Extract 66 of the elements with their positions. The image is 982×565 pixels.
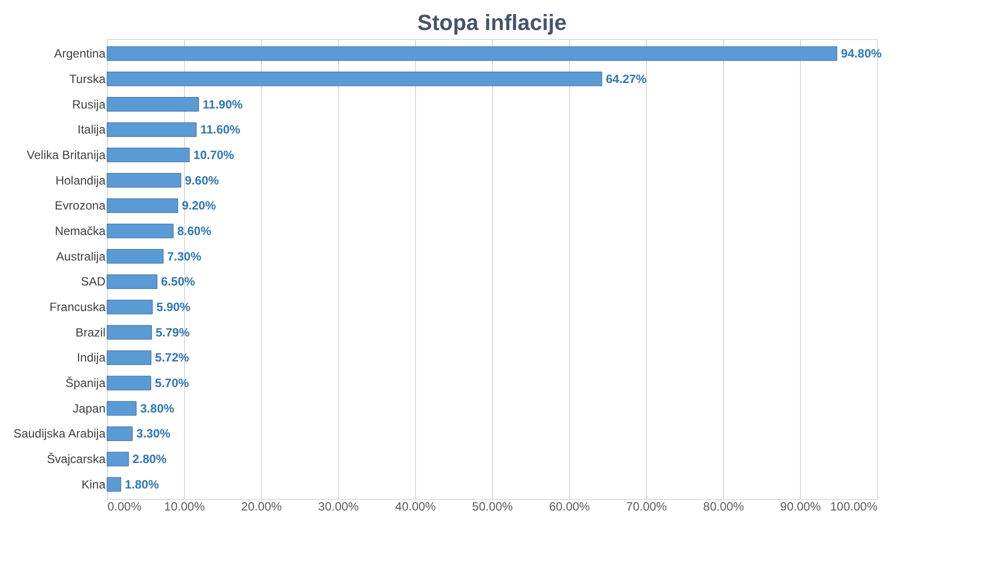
- y-tick-label: Švajcarska: [46, 452, 106, 466]
- bar: [106, 46, 838, 61]
- y-tick-label: Holandija: [55, 173, 106, 188]
- data-label: 5.72%: [155, 350, 190, 365]
- data-label: 5.90%: [156, 300, 191, 314]
- data-label: 3.30%: [136, 426, 171, 441]
- data-label: 3.80%: [140, 401, 175, 416]
- x-tick-label: 60.00%: [549, 500, 590, 514]
- data-label: 8.60%: [177, 224, 212, 238]
- x-tick-label: 0.00%: [108, 500, 142, 514]
- y-tick-label: Argentina: [54, 46, 106, 61]
- bar: [106, 325, 152, 340]
- x-tick-label: 50.00%: [472, 500, 514, 514]
- y-tick-label: Rusija: [72, 97, 106, 112]
- data-label: 1.80%: [124, 477, 160, 492]
- data-label: 5.70%: [154, 376, 190, 390]
- bar: [106, 376, 152, 390]
- bar: [106, 274, 158, 289]
- y-tick-label: Španija: [65, 376, 106, 390]
- y-tick-label: Italija: [77, 122, 106, 137]
- y-tick-label: Indija: [76, 350, 106, 365]
- x-tick-label: 40.00%: [395, 500, 436, 514]
- data-label: 64.27%: [606, 72, 647, 86]
- bar: [106, 72, 602, 86]
- bar: [106, 350, 152, 365]
- bar: [106, 148, 190, 162]
- data-label: 2.80%: [132, 452, 167, 466]
- y-tick-label: Brazil: [75, 325, 106, 340]
- y-tick-label: Nemačka: [54, 224, 106, 238]
- y-tick-label: Australija: [56, 249, 106, 264]
- data-label: 6.50%: [161, 274, 196, 289]
- bar: [106, 173, 182, 188]
- data-label: 9.20%: [182, 198, 216, 213]
- bar: [106, 224, 174, 238]
- x-tick-label: 30.00%: [318, 500, 360, 514]
- bar: [106, 426, 133, 441]
- bar: [106, 477, 122, 492]
- y-tick-label: SAD: [80, 274, 106, 289]
- bar: [106, 122, 197, 137]
- bar: [106, 198, 178, 213]
- y-tick-label: Saudijska Arabija: [13, 426, 106, 441]
- y-tick-label: Velika Britanija: [26, 148, 106, 162]
- y-tick-label: Francuska: [49, 300, 106, 314]
- x-tick-label: 80.00%: [703, 500, 744, 514]
- x-tick-label: 70.00%: [626, 500, 668, 514]
- bar: [106, 401, 137, 416]
- y-tick-label: Evrozona: [54, 198, 106, 213]
- x-tick-label: 90.00%: [780, 500, 822, 514]
- data-label: 7.30%: [167, 249, 202, 264]
- chart-title: Stopa inflacije: [417, 10, 567, 35]
- bar: [106, 97, 199, 112]
- bar: [106, 452, 129, 466]
- data-label: 5.79%: [156, 325, 190, 340]
- y-tick-label: Kina: [81, 477, 106, 492]
- data-label: 10.70%: [193, 148, 234, 162]
- data-label: 94.80%: [840, 46, 882, 61]
- data-label: 9.60%: [184, 173, 220, 188]
- x-tick-label: 20.00%: [241, 500, 282, 514]
- y-tick-label: Japan: [72, 401, 106, 416]
- bar: [106, 300, 153, 314]
- data-label: 11.90%: [202, 97, 243, 112]
- x-tick-label: 100.00%: [830, 500, 878, 514]
- y-tick-label: Turska: [69, 72, 106, 86]
- data-label: 11.60%: [200, 122, 241, 137]
- x-tick-label: 10.00%: [164, 500, 206, 514]
- bar: [106, 249, 164, 264]
